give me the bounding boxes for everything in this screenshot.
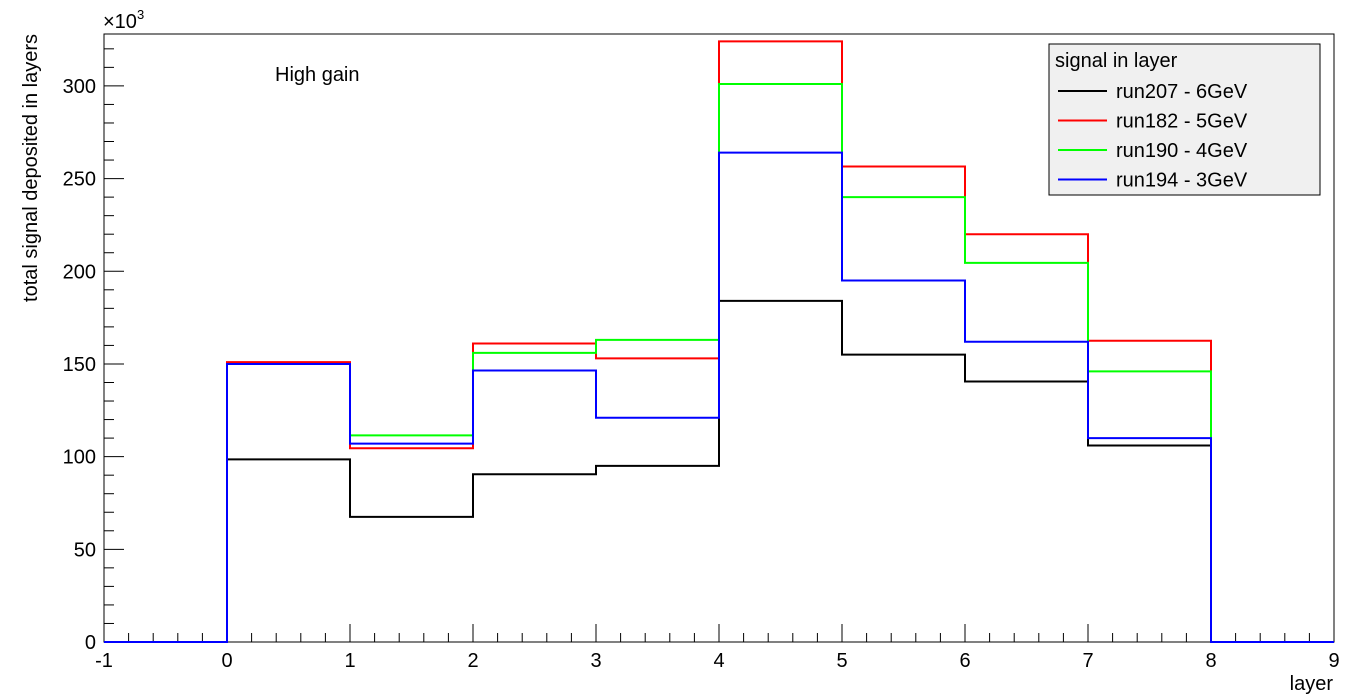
annotation-high-gain: High gain — [275, 64, 360, 86]
x-tick-label: 8 — [1205, 650, 1216, 672]
legend-label: run190 - 4GeV — [1116, 140, 1248, 162]
legend-label: run194 - 3GeV — [1116, 170, 1248, 192]
legend-label: run207 - 6GeV — [1116, 81, 1248, 103]
x-tick-label: -1 — [95, 650, 113, 672]
x-tick-label: 3 — [590, 650, 601, 672]
y-tick-label: 300 — [63, 76, 96, 98]
y-tick-label: 200 — [63, 261, 96, 283]
x-tick-label: 1 — [344, 650, 355, 672]
x-tick-label: 7 — [1082, 650, 1093, 672]
legend: signal in layer run207 - 6GeV run182 - 5G… — [1048, 43, 1321, 196]
x-tick-label: 9 — [1328, 650, 1339, 672]
y-tick-label: 150 — [63, 354, 96, 376]
x-axis-label: layer — [1290, 673, 1334, 695]
series-line-3 — [104, 151, 1334, 643]
y-tick-label: 250 — [63, 169, 96, 191]
series-layer — [104, 40, 1334, 643]
y-tick-label: 100 — [63, 447, 96, 469]
legend-title: signal in layer — [1055, 50, 1178, 72]
y-tick-label: 0 — [85, 632, 96, 654]
x-tick-label: 2 — [467, 650, 478, 672]
legend-label: run182 - 5GeV — [1116, 111, 1248, 133]
x-tick-label: 5 — [836, 650, 847, 672]
x-tick-label: 6 — [959, 650, 970, 672]
legend-items: run207 - 6GeV run182 - 5GeV run190 - 4GeV r… — [1058, 81, 1248, 192]
y-axis-exponent: ×103 — [103, 7, 144, 33]
x-tick-label: 0 — [221, 650, 232, 672]
y-tick-label: 50 — [74, 539, 96, 561]
y-axis-label: total signal deposited in layers — [20, 34, 42, 302]
x-tick-label: 4 — [713, 650, 724, 672]
